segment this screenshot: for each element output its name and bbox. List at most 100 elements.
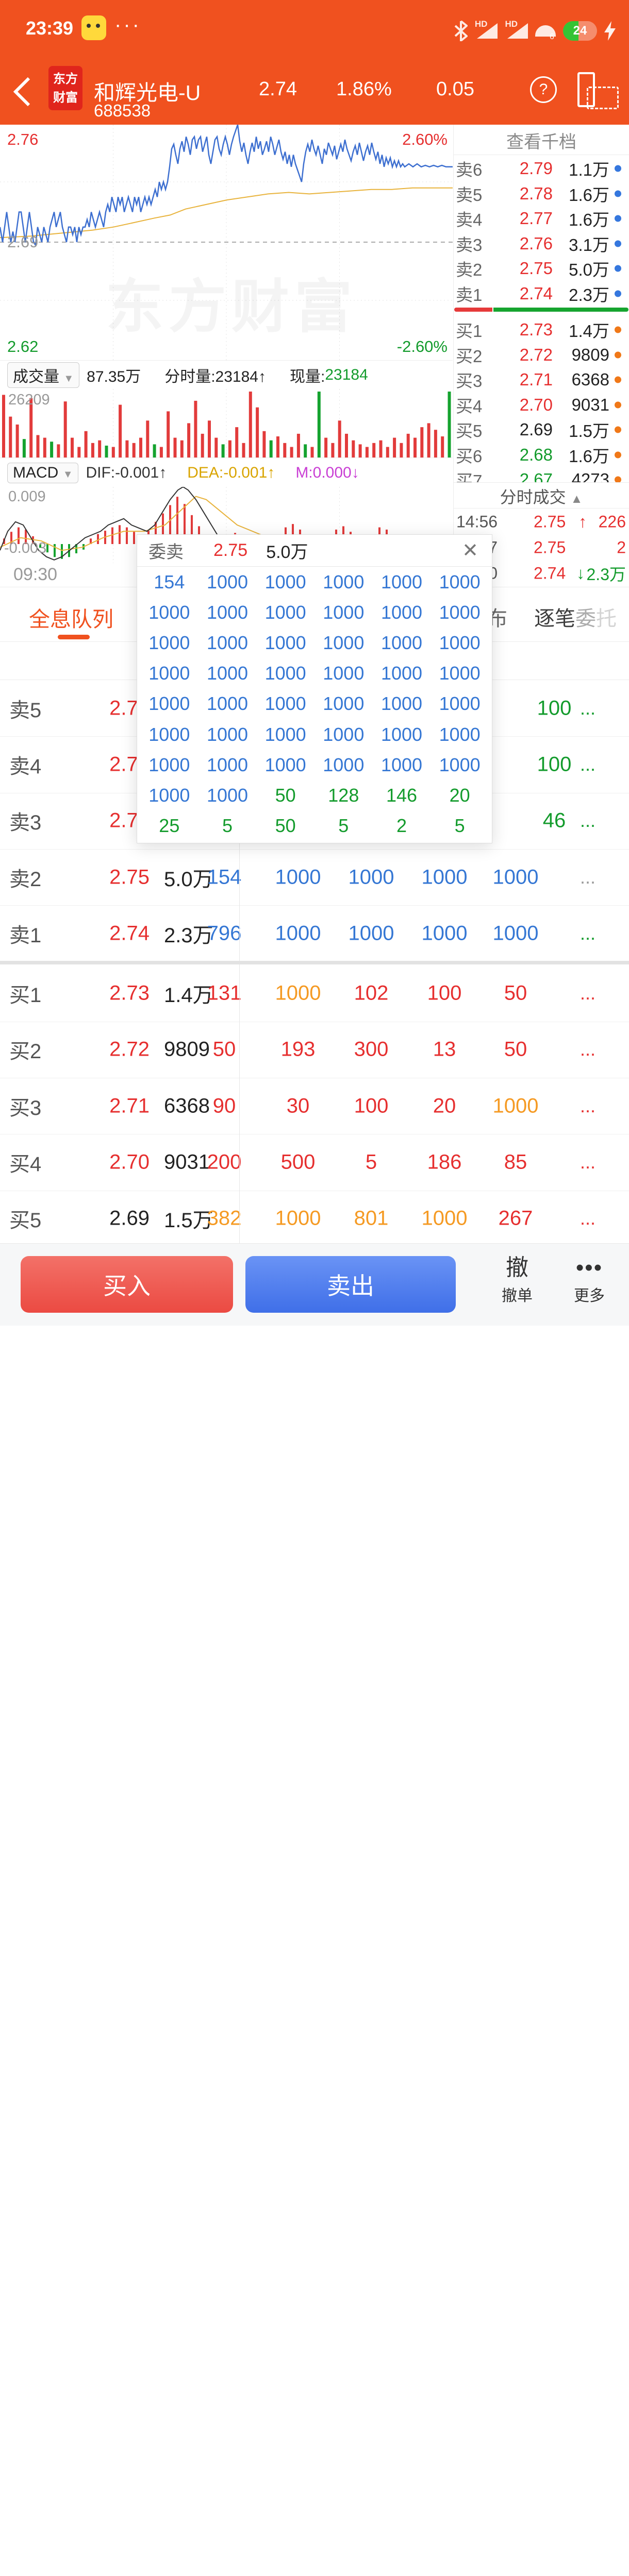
help-icon[interactable]: ? bbox=[530, 76, 557, 103]
table-row-卖2[interactable]: 卖2 2.75 5.0万 154 1000 1000 1000 1000... bbox=[0, 849, 629, 906]
time-axis-start: 09:30 bbox=[13, 565, 58, 584]
row-more-button[interactable]: ... bbox=[580, 753, 595, 775]
orderbook-sell-卖2[interactable]: 卖2 2.75 5.0万 bbox=[454, 256, 629, 281]
popup-grid-cell: 1000 bbox=[264, 632, 306, 653]
queue-dot-icon bbox=[615, 451, 621, 459]
popup-title: 委卖 bbox=[148, 543, 184, 562]
close-icon[interactable]: ✕ bbox=[462, 540, 478, 562]
popup-queue-grid: 154 1000 1000 1000 1000 1000 1000 1000 1000 1000 1… bbox=[137, 567, 492, 841]
queue-dot-icon bbox=[615, 265, 621, 272]
buy-sell-ratio-red bbox=[454, 308, 493, 312]
orderbook-buy-买7[interactable]: 买7 2.67 4273 bbox=[454, 467, 629, 483]
popup-grid-cell: 1000 bbox=[380, 632, 423, 653]
header-change: 0.05 bbox=[436, 78, 474, 100]
popup-grid-cell: 1000 bbox=[206, 571, 249, 592]
wifi-icon: 6 bbox=[535, 25, 556, 41]
buy-button[interactable]: 买入 bbox=[21, 1256, 233, 1313]
orderbook-sell-卖4[interactable]: 卖4 2.77 1.6万 bbox=[454, 206, 629, 231]
popup-grid-cell: 1000 bbox=[264, 663, 306, 684]
popup-grid-cell: 1000 bbox=[380, 754, 423, 775]
row-more-button[interactable]: ... bbox=[580, 1039, 595, 1060]
macd-dif: DIF:-0.001↑ bbox=[86, 464, 167, 481]
popup-grid-cell: 146 bbox=[386, 784, 418, 806]
popup-grid-cell: 1000 bbox=[148, 723, 190, 745]
queue-dot-icon bbox=[615, 476, 621, 483]
popup-grid-cell: 1000 bbox=[380, 571, 423, 592]
volume-total: 87.35万 bbox=[87, 368, 141, 385]
popup-grid-cell: 1000 bbox=[264, 754, 306, 775]
table-row-买3[interactable]: 买3 2.71 6368 90 30 100 20 1000... bbox=[0, 1078, 629, 1135]
macd-toolbar: MACD ▼ DIF:-0.001↑ DEA:-0.001↑ M:0.000↓ bbox=[7, 459, 453, 487]
table-row-买1[interactable]: 买1 2.73 1.4万 131 1000 102 100 50... bbox=[0, 965, 629, 1022]
popup-grid-cell: 1000 bbox=[206, 723, 249, 745]
row-more-button[interactable]: ... bbox=[580, 810, 595, 832]
status-icons: HD HD 6 24 bbox=[454, 19, 616, 43]
macd-dropdown[interactable]: MACD ▼ bbox=[7, 462, 79, 483]
status-ellipsis: ··· bbox=[114, 13, 141, 36]
popup-grid-cell: 1000 bbox=[264, 601, 306, 623]
popup-grid-cell: 128 bbox=[328, 784, 359, 806]
buy-sell-ratio-green bbox=[493, 308, 628, 312]
order-queue-popup: 委卖 2.75 5.0万 ✕ 154 1000 1000 1000 1000 1000 10… bbox=[137, 534, 492, 843]
orderbook-buy-买4[interactable]: 买4 2.70 9031 bbox=[454, 393, 629, 418]
orderbook-buy-买6[interactable]: 买6 2.68 1.6万 bbox=[454, 443, 629, 468]
more-button[interactable]: ••• 更多 bbox=[566, 1253, 613, 1306]
popup-grid-cell: 1000 bbox=[323, 723, 365, 745]
back-button[interactable] bbox=[13, 76, 31, 107]
tab-full-queue[interactable]: 全息队列 bbox=[29, 607, 113, 631]
top-orange-area: 23:39 ··· HD HD 6 24 东方 财富 和辉光电-U 688538 … bbox=[0, 0, 629, 125]
popup-grid-cell: 20 bbox=[449, 784, 470, 806]
orderbook-sell-卖6[interactable]: 卖6 2.79 1.1万 bbox=[454, 156, 629, 181]
orderbook-buy-买5[interactable]: 买5 2.69 1.5万 bbox=[454, 417, 629, 443]
popup-grid-cell: 1000 bbox=[380, 693, 423, 715]
table-row-买2[interactable]: 买2 2.72 9809 50 193 300 13 50... bbox=[0, 1022, 629, 1079]
orderbook-sell-卖5[interactable]: 卖5 2.78 1.6万 bbox=[454, 181, 629, 207]
header-change-pct: 1.86% bbox=[336, 78, 392, 100]
volume-dropdown[interactable]: 成交量 ▼ bbox=[7, 362, 80, 388]
orderbook-buy-买1[interactable]: 买1 2.73 1.4万 bbox=[454, 317, 629, 343]
popup-grid-cell: 1000 bbox=[439, 632, 481, 653]
popup-grid-cell: 1000 bbox=[148, 601, 190, 623]
orderbook-buy-买2[interactable]: 买2 2.72 9809 bbox=[454, 343, 629, 368]
cancel-icon: 撤 bbox=[506, 1255, 528, 1280]
queue-dot-icon bbox=[615, 240, 621, 247]
active-tab-underline bbox=[58, 635, 90, 639]
row-more-button[interactable]: ... bbox=[580, 866, 595, 888]
volume-chart[interactable] bbox=[0, 389, 453, 457]
row-more-button[interactable]: ... bbox=[580, 982, 595, 1004]
popup-grid-cell: 1000 bbox=[439, 693, 481, 715]
queue-dot-icon bbox=[615, 426, 621, 433]
table-row-买4[interactable]: 买4 2.70 9031 200 500 5 186 85... bbox=[0, 1134, 629, 1191]
popup-grid-cell: 1000 bbox=[439, 601, 481, 623]
sell-button[interactable]: 卖出 bbox=[245, 1256, 456, 1313]
row-more-button[interactable]: ... bbox=[580, 922, 595, 944]
popup-grid-cell: 1000 bbox=[323, 693, 365, 715]
row-more-button[interactable]: ... bbox=[580, 1208, 595, 1229]
popup-grid-cell: 50 bbox=[275, 784, 296, 806]
popup-grid-cell: 1000 bbox=[380, 601, 423, 623]
table-row-卖1[interactable]: 卖1 2.74 2.3万 796 1000 1000 1000 1000... bbox=[0, 905, 629, 962]
caret-down-icon: ▼ bbox=[62, 468, 73, 480]
tab-order-by-order[interactable]: 逐笔委托 bbox=[534, 607, 617, 630]
tick-trades-header[interactable]: 分时成交 ▲ bbox=[500, 488, 583, 506]
table-row-买5[interactable]: 买5 2.69 1.5万 382 1000 801 1000 267... bbox=[0, 1191, 629, 1247]
rotate-screen-icon[interactable] bbox=[577, 72, 595, 107]
tick-trade-row: 14:56 2.75 ↑ 226 bbox=[456, 512, 626, 531]
rotate-screen-icon-2[interactable] bbox=[587, 87, 619, 109]
orderbook-sell-卖3[interactable]: 卖3 2.76 3.1万 bbox=[454, 231, 629, 257]
popup-grid-cell: 1000 bbox=[148, 754, 190, 775]
app-screen: { "status_bar": {"time":"23:39","dots":"… bbox=[0, 0, 629, 1313]
row-more-button[interactable]: ... bbox=[580, 1151, 595, 1173]
intraday-chart[interactable] bbox=[0, 125, 453, 361]
popup-grid-cell: 1000 bbox=[206, 784, 249, 806]
row-more-button[interactable]: ... bbox=[580, 697, 595, 719]
popup-grid-cell: 1000 bbox=[439, 663, 481, 684]
orderbook-buy-买3[interactable]: 买3 2.71 6368 bbox=[454, 367, 629, 393]
popup-volume: 5.0万 bbox=[266, 543, 308, 562]
popup-header: 委卖 2.75 5.0万 ✕ bbox=[137, 535, 492, 567]
view-thousand-levels-button[interactable]: 查看千档 bbox=[506, 132, 576, 152]
caret-down-icon: ▼ bbox=[63, 372, 74, 384]
row-more-button[interactable]: ... bbox=[580, 1095, 595, 1116]
cancel-order-button[interactable]: 撤 撤单 bbox=[494, 1253, 540, 1306]
orderbook-sell-卖1[interactable]: 卖1 2.74 2.3万 bbox=[454, 281, 629, 307]
